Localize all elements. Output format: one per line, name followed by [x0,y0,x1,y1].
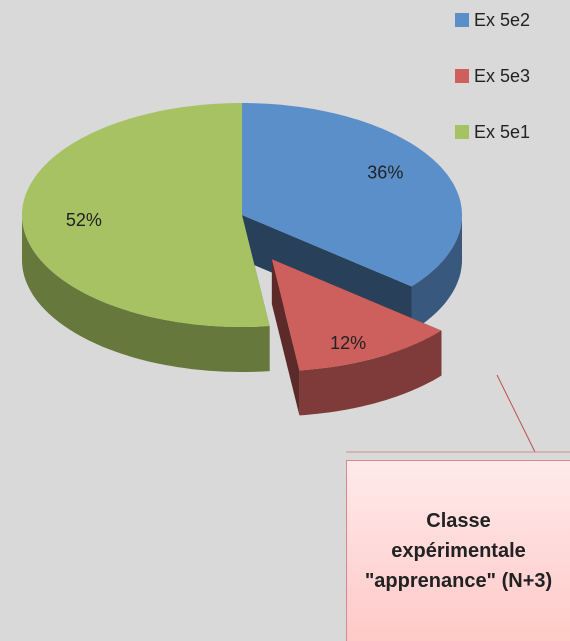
slice [242,103,462,287]
slice-face [271,259,300,416]
legend-swatch [455,69,469,83]
data-label: 36% [367,163,403,183]
legend-label: Ex 5e3 [474,66,530,86]
annotation-box: Classe expérimentale "apprenance" (N+3) [346,460,570,641]
data-label: 52% [66,210,102,230]
slice [271,259,442,371]
legend-swatch [455,13,469,27]
legend-swatch [455,125,469,139]
data-label: 12% [330,333,366,353]
legend-label: Ex 5e2 [474,10,530,30]
slice-side [22,215,270,372]
slice-side [411,215,462,332]
legend-label: Ex 5e1 [474,122,530,142]
slice-side [299,330,442,416]
slice [22,103,270,327]
leader-line [496,374,536,453]
annotation: Classe expérimentale "apprenance" (N+3) [364,510,553,592]
